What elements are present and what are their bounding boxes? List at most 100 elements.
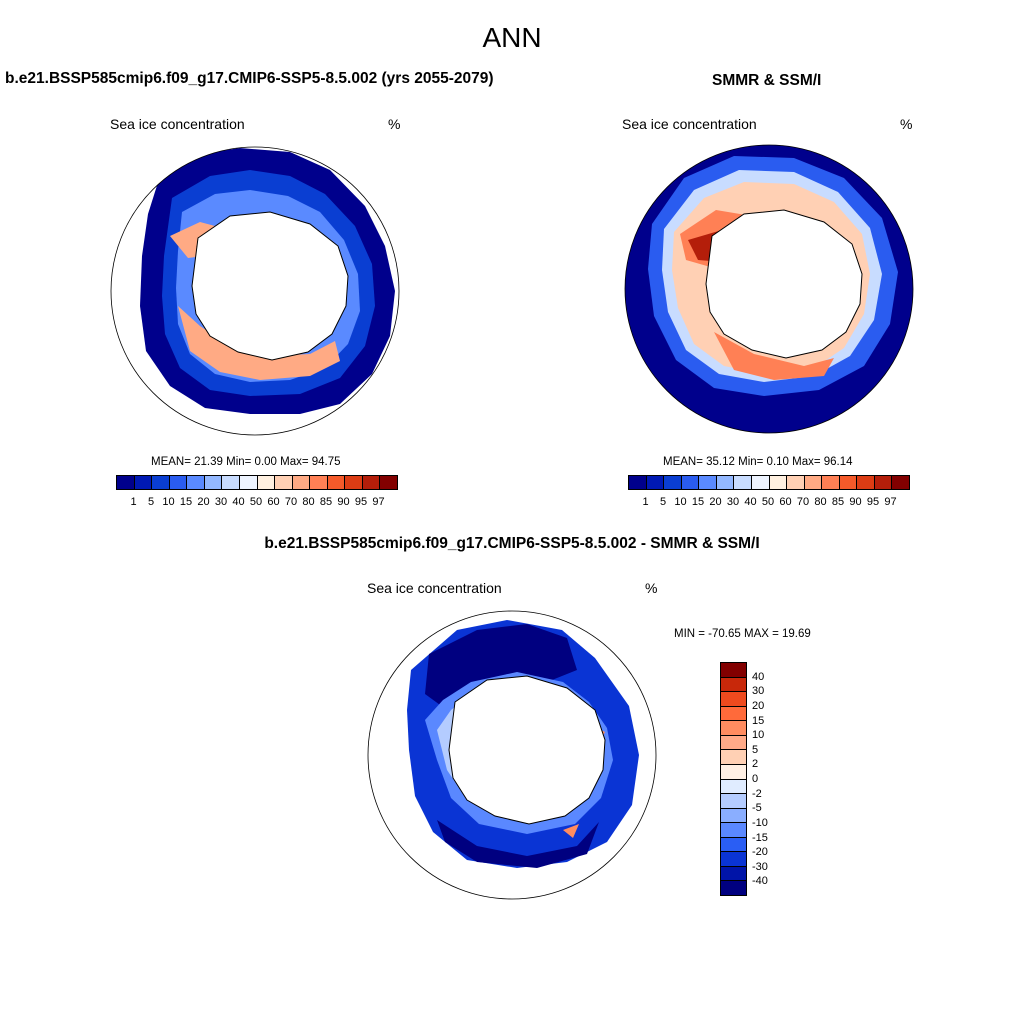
- obs-colorbar-tick-label: 20: [709, 496, 722, 508]
- model-antarctica: [191, 211, 349, 361]
- model-colorbar-swatch: [204, 476, 223, 489]
- model-colorbar-swatch: [275, 476, 293, 489]
- model-colorbar-tick-label: 85: [319, 496, 333, 508]
- diff-colorbar-tick-label: -10: [752, 816, 768, 829]
- diff-colorbar-tick-label: 20: [752, 699, 765, 712]
- model-colorbar-tick-label: 60: [267, 496, 280, 508]
- obs-colorbar-tick-label: 85: [831, 496, 845, 508]
- model-colorbar-tick-label: 5: [147, 496, 155, 508]
- model-polar-map: [110, 146, 400, 436]
- diff-colorbar-tick-label: 2: [752, 758, 759, 771]
- obs-colorbar-tick-label: 60: [779, 496, 792, 508]
- diff-colorbar-tick-label: 5: [752, 743, 759, 756]
- obs-colorbar-swatch: [629, 476, 647, 489]
- diff-colorbar-swatch: [721, 735, 746, 751]
- obs-colorbar-swatch: [751, 476, 770, 489]
- diff-variable-label: Sea ice concentration: [367, 580, 502, 596]
- model-colorbar-swatch: [345, 476, 363, 489]
- model-colorbar-tick-label: 90: [337, 496, 350, 508]
- obs-colorbar-tick-label: 95: [866, 496, 880, 508]
- obs-colorbar-tick-label: 30: [726, 496, 740, 508]
- obs-polar-map: [624, 144, 914, 434]
- model-colorbar-swatch: [222, 476, 240, 489]
- model-colorbar: [116, 475, 398, 490]
- model-colorbar-swatch: [327, 476, 346, 489]
- model-colorbar-tick-label: 40: [232, 496, 245, 508]
- obs-colorbar-swatch: [681, 476, 700, 489]
- diff-colorbar-tick-label: -30: [752, 860, 768, 873]
- obs-colorbar-swatch: [804, 476, 823, 489]
- model-colorbar-swatch: [239, 476, 258, 489]
- model-colorbar-swatch: [152, 476, 170, 489]
- obs-colorbar-swatch: [857, 476, 875, 489]
- diff-panel-title: b.e21.BSSP585cmip6.f09_g17.CMIP6-SSP5-8.…: [264, 535, 760, 552]
- model-ice-high-concentration: [170, 222, 340, 380]
- diff-colorbar-swatch: [721, 764, 746, 780]
- obs-colorbar-swatch: [664, 476, 682, 489]
- model-colorbar-swatch: [380, 476, 397, 489]
- model-colorbar-swatch: [187, 476, 205, 489]
- model-colorbar-swatch: [310, 476, 328, 489]
- obs-colorbar-swatch: [699, 476, 717, 489]
- obs-colorbar-tick-label: 70: [796, 496, 810, 508]
- obs-colorbar-swatch: [716, 476, 735, 489]
- obs-colorbar-tick-label: 90: [849, 496, 862, 508]
- obs-colorbar-swatch: [874, 476, 893, 489]
- obs-colorbar-tick-label: 50: [761, 496, 775, 508]
- model-units-label: %: [388, 116, 401, 132]
- obs-antarctica: [705, 209, 863, 359]
- diff-colorbar-tick-label: -5: [752, 802, 762, 815]
- obs-variable-label: Sea ice concentration: [622, 116, 757, 132]
- diff-colorbar-swatch: [721, 866, 746, 882]
- obs-colorbar-swatch: [646, 476, 665, 489]
- obs-panel-title: SMMR & SSM/I: [712, 72, 822, 89]
- obs-colorbar-ticks: 1 5 10 15 20 30 40 50 60 70 80 85 90 95 97: [628, 496, 908, 510]
- diff-colorbar-swatch: [721, 779, 746, 795]
- diff-colorbar-tick-label: -20: [752, 846, 768, 859]
- model-colorbar-tick-label: 70: [284, 496, 298, 508]
- diff-colorbar-tick-label: 15: [752, 714, 765, 727]
- diff-colorbar-swatch: [721, 692, 746, 707]
- diff-colorbar-swatch: [721, 881, 746, 895]
- obs-colorbar-tick-label: 10: [674, 496, 687, 508]
- diff-units-label: %: [645, 580, 658, 596]
- diff-polar-map: [367, 610, 657, 900]
- obs-colorbar-swatch: [892, 476, 909, 489]
- model-colorbar-swatch: [117, 476, 135, 489]
- diff-colorbar-tick-label: 10: [752, 729, 765, 742]
- model-stats: MEAN= 21.39 Min= 0.00 Max= 94.75: [151, 456, 341, 468]
- obs-colorbar-swatch: [839, 476, 858, 489]
- diff-colorbar-swatch: [721, 794, 746, 809]
- obs-units-label: %: [900, 116, 913, 132]
- model-colorbar-ticks: 1 5 10 15 20 30 40 50 60 70 80 85 90 95 97: [116, 496, 396, 510]
- model-colorbar-swatch: [292, 476, 311, 489]
- obs-colorbar: [628, 475, 910, 490]
- diff-colorbar-swatch: [721, 837, 746, 853]
- model-colorbar-swatch: [134, 476, 153, 489]
- diff-stats: MIN = -70.65 MAX = 19.69: [674, 628, 811, 640]
- model-colorbar-tick-label: 1: [130, 496, 137, 508]
- diff-colorbar-tick-label: -2: [752, 787, 762, 800]
- diff-colorbar-swatch: [721, 721, 746, 736]
- obs-colorbar-tick-label: 5: [659, 496, 667, 508]
- diff-colorbar-tick-label: -40: [752, 875, 768, 888]
- obs-colorbar-swatch: [822, 476, 840, 489]
- model-colorbar-tick-label: 95: [354, 496, 368, 508]
- diff-colorbar-tick-label: -15: [752, 831, 768, 844]
- diff-colorbar-swatch: [721, 677, 746, 693]
- model-colorbar-tick-label: 80: [302, 496, 315, 508]
- model-colorbar-tick-label: 10: [162, 496, 175, 508]
- diff-colorbar-swatch: [721, 706, 746, 722]
- model-colorbar-swatch: [257, 476, 276, 489]
- obs-stats: MEAN= 35.12 Min= 0.10 Max= 96.14: [663, 456, 853, 468]
- model-colorbar-tick-label: 20: [197, 496, 210, 508]
- model-colorbar-tick-label: 30: [214, 496, 228, 508]
- obs-colorbar-swatch: [734, 476, 752, 489]
- obs-colorbar-tick-label: 97: [884, 496, 897, 508]
- obs-colorbar-tick-label: 80: [814, 496, 827, 508]
- diff-colorbar-tick-label: 40: [752, 670, 765, 683]
- diff-colorbar-tick-label: 30: [752, 685, 765, 698]
- model-panel-title: b.e21.BSSP585cmip6.f09_g17.CMIP6-SSP5-8.…: [5, 70, 494, 87]
- diff-colorbar-swatch: [721, 750, 746, 765]
- diff-colorbar-swatch: [721, 663, 746, 678]
